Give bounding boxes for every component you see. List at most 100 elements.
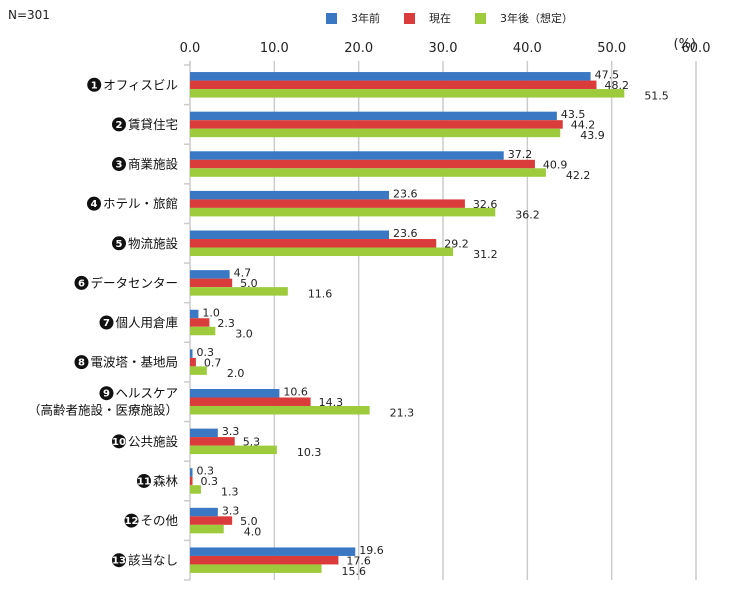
bar	[190, 485, 201, 494]
bar	[190, 168, 546, 177]
legend-swatch	[404, 12, 415, 24]
x-tick-label: 40.0	[513, 41, 542, 56]
category-number: 9	[103, 389, 110, 400]
value-label: 48.2	[604, 79, 629, 92]
value-label: 3.3	[222, 504, 240, 517]
value-label: 0.3	[197, 465, 215, 478]
category-number: 8	[78, 358, 85, 369]
x-tick-label: 0.0	[180, 41, 201, 56]
bar	[190, 388, 280, 398]
bar	[190, 287, 288, 296]
value-label: 0.3	[201, 475, 219, 488]
value-label: 51.5	[644, 90, 669, 103]
value-label: 43.5	[561, 108, 586, 121]
category-number: 3	[116, 160, 123, 171]
bar	[190, 111, 557, 121]
value-label: 40.9	[543, 158, 568, 171]
value-label: 0.7	[204, 356, 222, 369]
unit-label: (%)	[674, 37, 697, 52]
legend-label: 3年後（想定）	[500, 12, 573, 25]
category-label: 商業施設	[128, 157, 179, 172]
value-label: 10.3	[297, 446, 322, 459]
value-label: 11.6	[308, 288, 333, 301]
value-label: 4.7	[234, 267, 252, 280]
value-label: 32.6	[473, 198, 498, 211]
category-number-badge	[87, 77, 102, 92]
bar	[190, 239, 437, 248]
x-tick-label: 10.0	[260, 41, 289, 56]
x-tick-label: 30.0	[429, 41, 458, 56]
bar	[190, 357, 196, 367]
value-label: 0.3	[197, 346, 215, 359]
legend-item-3-years-ago: 3年前	[326, 10, 380, 26]
value-label: 2.0	[227, 367, 245, 380]
gridlines	[189, 61, 697, 580]
value-label: 15.6	[342, 565, 367, 578]
value-label: 3.0	[235, 327, 253, 340]
value-label: 5.0	[240, 515, 258, 528]
category-number: 4	[91, 199, 98, 210]
bar	[190, 89, 625, 98]
category-number-badge	[111, 157, 126, 172]
bar	[190, 524, 224, 534]
bar	[190, 468, 193, 477]
value-labels: 47.548.2 51.5 43.544.243.9 37.2 40.942.2 23.6…	[197, 69, 669, 578]
value-label: 44.2	[571, 119, 596, 132]
legend: 3年前 現在 3年後（想定）	[326, 10, 597, 26]
category-label: 賃貸住宅	[128, 117, 178, 132]
bar	[190, 318, 210, 327]
category-number: 11	[137, 476, 151, 487]
value-label: 14.3	[319, 396, 344, 409]
category-number: 6	[78, 278, 85, 289]
bar	[190, 128, 561, 138]
bar	[190, 120, 563, 129]
category-label: その他	[140, 513, 178, 528]
category-number: 2	[116, 120, 123, 131]
category-number-badge	[111, 117, 126, 132]
category-label: オフィスビル	[103, 77, 178, 92]
bar	[190, 278, 233, 288]
bar	[190, 72, 591, 81]
bar	[190, 349, 193, 358]
value-label: 10.6	[283, 385, 308, 398]
value-label: 21.3	[390, 406, 415, 419]
category-number-badge	[74, 355, 89, 370]
category-label: ホテル・旅館	[103, 196, 178, 211]
category-number: 7	[103, 318, 110, 329]
category-number-badge	[111, 553, 126, 568]
value-label: 47.5	[595, 69, 620, 82]
bar	[190, 159, 535, 169]
value-label: 23.6	[393, 227, 418, 240]
value-label: 29.2	[444, 238, 469, 251]
category-number-badge	[86, 196, 101, 211]
bar	[190, 270, 230, 279]
bar	[190, 366, 207, 375]
bar	[190, 445, 277, 455]
legend-swatch	[475, 12, 486, 24]
category-number: 13	[112, 556, 126, 567]
bar	[190, 507, 218, 517]
category-label: 該当なし	[128, 553, 178, 568]
category-number-badge	[111, 434, 126, 449]
value-label: 5.0	[240, 277, 258, 290]
bar	[190, 190, 390, 200]
category-label: 森林	[153, 473, 179, 488]
value-label: 36.2	[515, 208, 540, 221]
bar	[190, 151, 504, 160]
bar	[190, 397, 311, 406]
bar	[190, 230, 390, 240]
category-number: 10	[112, 437, 126, 448]
bar	[190, 405, 370, 415]
bar	[190, 207, 496, 217]
bar	[190, 309, 199, 319]
category-label: 電波塔・基地局	[90, 355, 178, 370]
category-number-badge	[136, 473, 151, 488]
category-number-badge	[74, 275, 89, 290]
x-tick-label: 20.0	[344, 41, 373, 56]
value-label: 1.0	[202, 306, 220, 319]
category-label: 個人用倉庫	[115, 315, 178, 330]
legend-label: 3年前	[351, 12, 380, 25]
legend-item-3-years-later: 3年後（想定）	[475, 10, 573, 26]
bar	[190, 476, 193, 486]
x-tick-label: 50.0	[597, 41, 626, 56]
